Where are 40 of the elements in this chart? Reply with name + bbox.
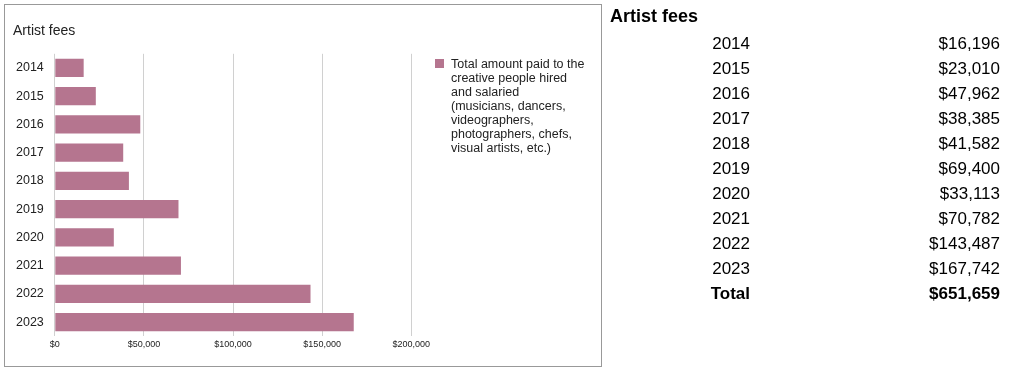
text: Artist fees	[610, 6, 700, 27]
category-label: 2016	[712, 83, 750, 103]
x-tick-label: $200,000	[392, 339, 430, 350]
category-label: 2015	[712, 58, 750, 78]
y-tick-label: 2015	[16, 88, 44, 103]
text: $23,010	[938, 58, 1000, 78]
category-label: 2020	[712, 183, 750, 203]
y-tick-label: 2019	[16, 201, 44, 216]
category-label: 2021	[712, 208, 750, 228]
category-label: 2017	[712, 108, 750, 128]
chart-title: Artist fees	[13, 22, 76, 39]
y-tick-label: 2021	[16, 258, 44, 273]
text: $47,962	[938, 83, 1000, 103]
category-label: 2014	[712, 33, 750, 53]
y-tick-label: 2017	[16, 145, 44, 160]
category-label: 2019	[712, 158, 750, 178]
text: $70,782	[938, 208, 1000, 228]
x-tick-label: $150,000	[303, 339, 341, 350]
category-label: 2018	[712, 133, 750, 153]
text: $41,582	[938, 133, 1000, 153]
x-tick-label: $0	[49, 339, 60, 350]
y-tick-label: 2016	[16, 116, 44, 131]
text: $33,113	[939, 183, 1000, 203]
text: Total	[709, 283, 750, 304]
y-tick-label: 2018	[16, 173, 44, 188]
y-tick-label: 2023	[16, 314, 44, 329]
x-tick-label: $50,000	[127, 339, 161, 350]
text: $69,400	[938, 158, 1000, 178]
text: $167,742	[929, 258, 1000, 278]
text: $38,385	[938, 108, 1000, 128]
x-tick-label: $100,000	[214, 339, 252, 350]
y-tick-label: 2014	[16, 60, 44, 75]
y-tick-label: 2020	[16, 229, 44, 244]
category-label: 2022	[712, 233, 750, 253]
text: $16,196	[938, 33, 1000, 53]
legend-label: Total amount paid to the creative people hired and salaried (musicians, dancers, videographers, photographers, chefs, visual artists, etc.)	[451, 57, 585, 155]
category-label: 2023	[712, 258, 750, 278]
y-tick-label: 2022	[16, 286, 44, 301]
text: $143,487	[929, 233, 1000, 253]
text: $651,659	[928, 283, 1000, 304]
